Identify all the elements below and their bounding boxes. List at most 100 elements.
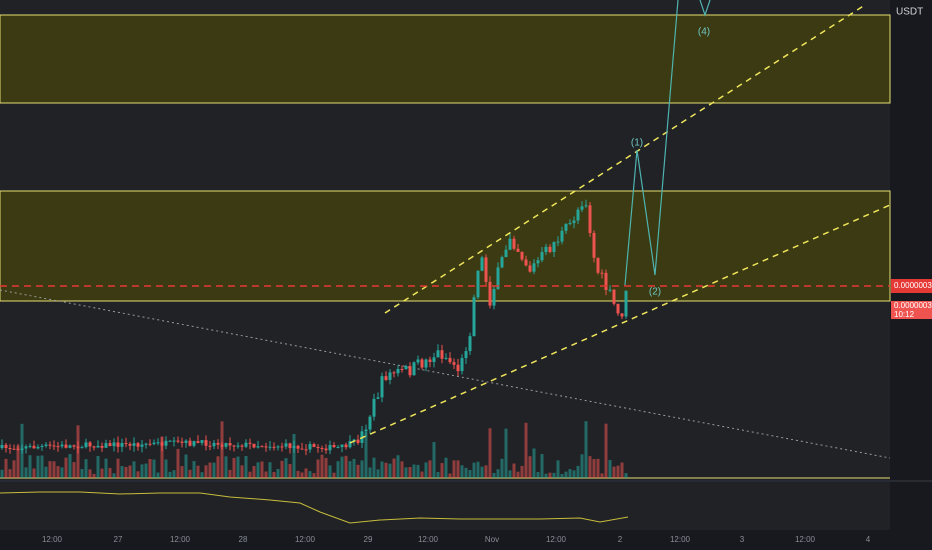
candle-body xyxy=(608,289,612,291)
volume-bar xyxy=(452,460,456,478)
candle-body xyxy=(532,263,536,272)
candle-body xyxy=(312,444,316,447)
candle-body xyxy=(24,446,28,449)
candle-body xyxy=(496,267,500,290)
volume-bar xyxy=(344,455,348,478)
volume-bar xyxy=(28,455,32,478)
volume-bar xyxy=(516,471,520,478)
candle-body xyxy=(228,443,232,446)
volume-bar xyxy=(212,462,216,478)
candle-body xyxy=(408,366,412,376)
candle-body xyxy=(352,439,356,442)
candle-body xyxy=(4,444,8,449)
candle-body xyxy=(480,257,484,271)
candle-body xyxy=(172,440,176,442)
candle-body xyxy=(240,445,244,447)
candle-body xyxy=(484,257,488,282)
volume-bar xyxy=(596,458,600,478)
volume-bar xyxy=(500,458,504,478)
volume-bar xyxy=(484,465,488,478)
volume-bar xyxy=(216,456,220,478)
candle-body xyxy=(300,448,304,450)
volume-bar xyxy=(368,467,372,478)
volume-bar xyxy=(384,462,388,478)
volume-bar xyxy=(144,463,148,478)
volume-bar xyxy=(480,466,484,478)
candle-body xyxy=(376,397,380,399)
candle-body xyxy=(296,445,300,449)
candle-body xyxy=(368,416,372,430)
candle-body xyxy=(464,351,468,359)
volume-bar xyxy=(120,466,124,478)
time-label: 12:00 xyxy=(418,535,439,544)
candle-body xyxy=(204,440,208,446)
candle-body xyxy=(588,205,592,233)
candle-body xyxy=(332,445,336,448)
candle-body xyxy=(584,205,588,207)
volume-bar xyxy=(48,461,52,478)
candle-body xyxy=(476,270,480,298)
volume-bar xyxy=(240,465,244,478)
volume-bar xyxy=(624,473,628,478)
candle-body xyxy=(516,248,520,252)
volume-bar xyxy=(312,473,316,478)
candle-body xyxy=(624,290,628,317)
candle-body xyxy=(596,257,600,273)
candle-body xyxy=(344,444,348,448)
volume-bar xyxy=(160,436,164,478)
candle-body xyxy=(556,241,560,243)
candle-body xyxy=(428,359,432,362)
price-tag xyxy=(891,301,932,319)
volume-bar xyxy=(380,461,384,478)
candle-body xyxy=(244,442,248,447)
volume-bar xyxy=(104,458,108,478)
volume-bar xyxy=(244,456,248,478)
candle-body xyxy=(528,265,532,272)
volume-bar xyxy=(472,462,476,478)
volume-bar xyxy=(340,456,344,478)
volume-bar xyxy=(172,470,176,478)
volume-bar xyxy=(488,428,492,478)
volume-bar xyxy=(232,457,236,478)
indicator-line xyxy=(0,491,629,524)
volume-bar xyxy=(0,469,4,478)
volume-bar xyxy=(504,428,508,478)
volume-bar xyxy=(496,469,500,478)
time-label: 12:00 xyxy=(295,535,316,544)
trend-line xyxy=(0,289,891,459)
volume-bar xyxy=(536,471,540,478)
candle-body xyxy=(236,445,240,447)
candle-body xyxy=(64,444,68,448)
volume-bar xyxy=(60,467,64,478)
volume-bar xyxy=(88,469,92,478)
volume-bar xyxy=(52,461,56,478)
candle-body xyxy=(164,440,168,446)
volume-bar xyxy=(600,473,604,478)
candle-body xyxy=(56,446,60,448)
candle-body xyxy=(148,443,152,445)
candle-body xyxy=(404,366,408,370)
candle-body xyxy=(216,442,220,445)
volume-bar xyxy=(196,465,200,478)
volume-bar xyxy=(544,473,548,478)
candle-body xyxy=(412,362,416,376)
candle-body xyxy=(468,336,472,352)
wave-label: (4) xyxy=(698,27,710,38)
candle-body xyxy=(124,443,128,445)
volume-bar xyxy=(608,460,612,478)
candle-body xyxy=(544,246,548,253)
candle-body xyxy=(72,445,76,447)
volume-bar xyxy=(148,458,152,478)
volume-bar xyxy=(200,472,204,478)
candle-body xyxy=(396,368,400,374)
volume-bar xyxy=(224,456,228,478)
volume-bar xyxy=(584,421,588,478)
candle-body xyxy=(384,376,388,380)
volume-bar xyxy=(128,465,132,478)
candle-body xyxy=(364,429,368,432)
volume-bar xyxy=(64,457,68,478)
volume-bar xyxy=(288,463,292,478)
candle-body xyxy=(328,445,332,451)
volume-bar xyxy=(140,464,144,478)
channel-upper xyxy=(384,4,866,314)
